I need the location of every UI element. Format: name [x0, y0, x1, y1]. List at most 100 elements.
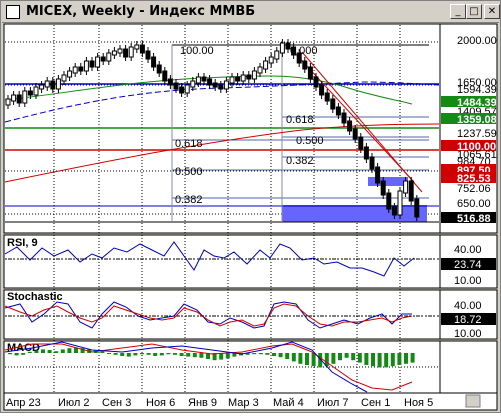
time-axis-label: Сен 3: [102, 397, 131, 409]
macd-bar: [318, 353, 323, 368]
macd-signal-line: [4, 343, 413, 391]
macd-bar: [298, 353, 303, 364]
candle-body: [167, 78, 173, 86]
price-scale-label: 1100.00: [457, 141, 496, 153]
candle-body: [128, 46, 134, 58]
rsi-panel[interactable]: [3, 234, 441, 289]
macd-bar: [192, 353, 197, 358]
macd-title: MACD: [7, 342, 40, 354]
macd-bar: [371, 353, 375, 367]
candle-body: [139, 44, 145, 54]
macd-bar: [199, 353, 204, 358]
price-scale-label: 1484.39: [457, 97, 497, 109]
candle-body: [358, 136, 364, 150]
macd-bar: [8, 353, 12, 355]
candle-body: [274, 50, 280, 60]
candle-body: [162, 70, 168, 82]
price-scale[interactable]: [439, 23, 498, 234]
macd-bar: [410, 353, 415, 363]
candle-body: [319, 84, 325, 96]
title-bar[interactable]: MICEX, Weekly - Индекс ММВБ _ □ ✕: [2, 2, 500, 23]
macd-bar: [60, 349, 65, 353]
candle-body: [201, 76, 207, 82]
candle-body: [240, 74, 246, 82]
close-button[interactable]: ✕: [484, 4, 500, 19]
candle-body: [302, 60, 308, 70]
candle-body: [173, 82, 179, 90]
trendline-red-2: [301, 51, 423, 193]
chart-canvas[interactable]: 100.00 0.000 0.618 0.500 0.382 0.618 0.5…: [2, 22, 499, 412]
fib-label: 0.382: [175, 194, 203, 206]
candle-body: [50, 80, 56, 90]
candle-body: [386, 192, 392, 210]
fib-label: 0.618: [175, 138, 203, 150]
candle-body: [235, 76, 241, 82]
fib-label: 100.00: [180, 45, 214, 57]
macd-bar: [390, 353, 395, 367]
candle-body: [218, 84, 224, 90]
candle-body: [212, 82, 218, 88]
macd-bar: [384, 353, 389, 368]
macd-bar: [107, 353, 111, 354]
candle-body: [100, 56, 106, 62]
candle-body: [324, 92, 330, 102]
candle-body: [380, 180, 386, 196]
candle-body: [263, 60, 269, 70]
candle-body: [111, 50, 117, 56]
macd-bar: [291, 353, 296, 362]
macd-bar: [311, 353, 316, 367]
macd-bar: [344, 353, 349, 358]
candle-body: [134, 44, 140, 50]
macd-bar: [47, 350, 52, 353]
scroll-icon[interactable]: [465, 394, 481, 408]
candle-body: [251, 70, 257, 80]
stochastic-title: Stochastic: [7, 291, 63, 303]
maximize-button[interactable]: □: [466, 4, 482, 19]
macd-bar: [54, 351, 59, 353]
macd-bar: [153, 353, 158, 356]
macd-bar: [27, 351, 32, 353]
candle-body: [72, 66, 78, 74]
candle-body: [363, 146, 369, 160]
macd-bar: [265, 353, 270, 355]
macd-bar: [100, 351, 105, 353]
macd-bar: [351, 353, 356, 361]
candle-body: [27, 90, 33, 96]
fib-label: 0.500: [175, 166, 203, 178]
price-scale-label: 752.06: [457, 183, 491, 195]
minimize-button[interactable]: _: [450, 4, 466, 19]
candle-body: [151, 56, 157, 68]
time-axis-label: Апр 23: [6, 397, 41, 409]
price-label-bg: [441, 140, 496, 151]
price-scale-label: 2000.00: [457, 35, 497, 47]
macd-bar: [80, 348, 85, 353]
candle-body: [123, 48, 129, 58]
candle-body: [179, 86, 185, 94]
price-label-bg: [441, 212, 496, 223]
time-axis-label: Ноя 6: [146, 397, 175, 409]
price-scale-label: 1650.00: [457, 77, 497, 89]
time-axis-labels: Апр 23 Июл 2 Сен 3 Ноя 6 Янв 9 Мар 3 Май 4 Июл …: [6, 397, 433, 409]
macd-bar: [258, 353, 263, 355]
stochastic-scale-labels: 40.00 18.72 10.00: [441, 300, 496, 340]
window-title: MICEX, Weekly - Индекс ММВБ: [26, 4, 256, 19]
stochastic-panel[interactable]: [3, 289, 441, 340]
macd-bar: [113, 353, 118, 355]
candle-body: [291, 46, 297, 56]
ma-red: [4, 123, 440, 183]
price-scale-labels: 2000.001650.001594.391484.391409.571359.…: [441, 35, 497, 225]
chart-area[interactable]: 100.00 0.000 0.618 0.500 0.382 0.618 0.5…: [2, 22, 499, 412]
macd-bar: [232, 353, 237, 357]
candle-body: [95, 56, 101, 68]
candle-body: [223, 80, 229, 90]
macd-bar: [126, 353, 131, 357]
candle-body: [246, 74, 252, 80]
time-axis-label: Июл 2: [58, 397, 90, 409]
fib-label: 0.618: [286, 114, 314, 126]
candle-body: [307, 66, 313, 80]
macd-bar: [377, 353, 382, 368]
candle-body: [11, 94, 17, 102]
macd-bar: [206, 353, 210, 359]
price-label-bg: [441, 164, 496, 175]
